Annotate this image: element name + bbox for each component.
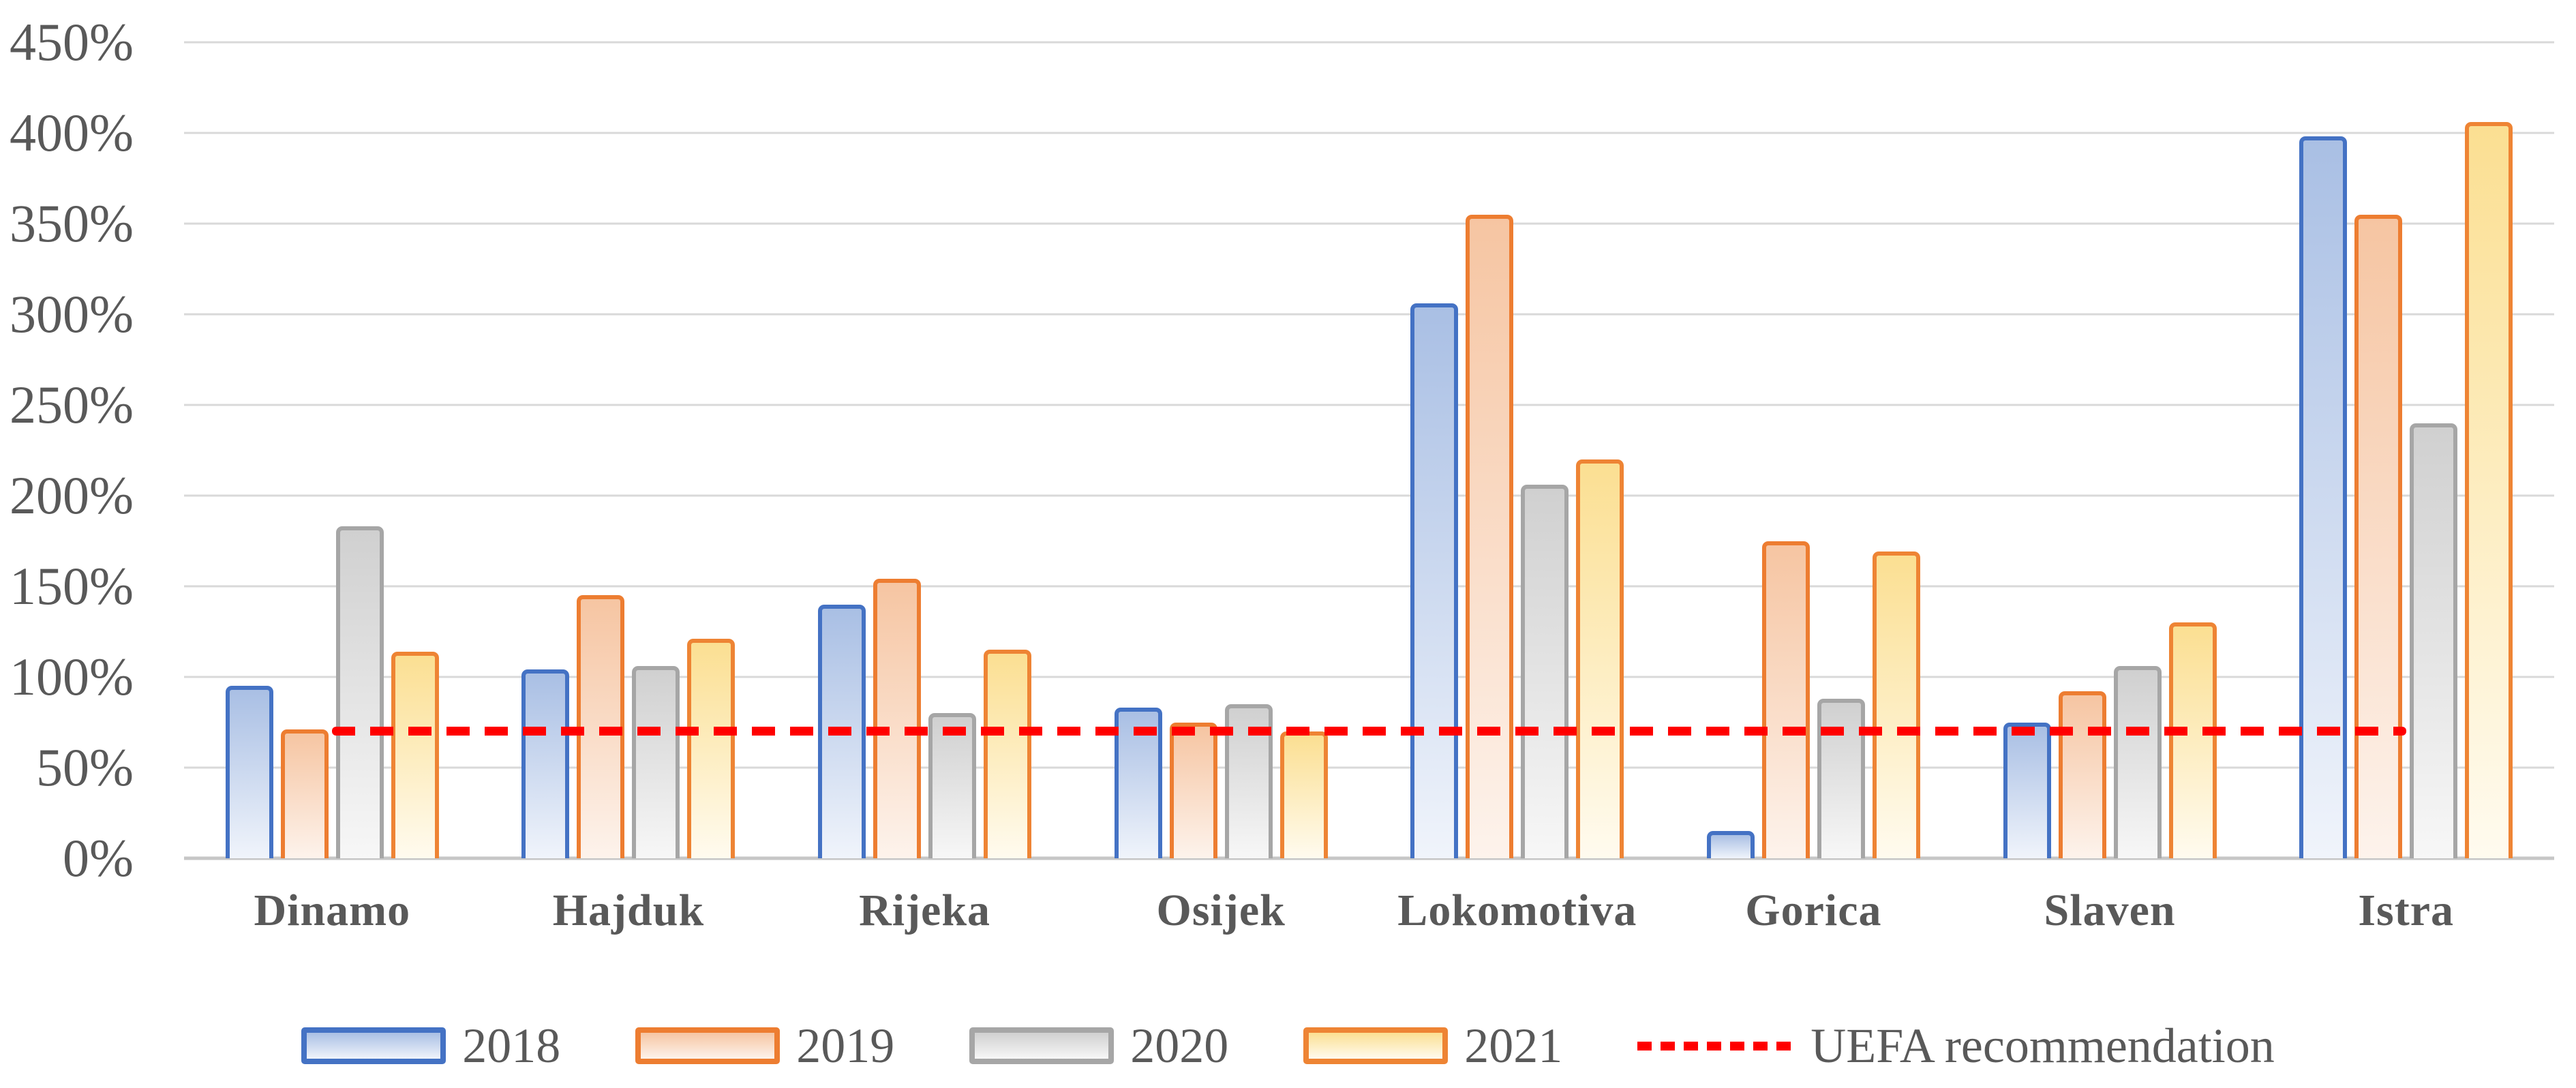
category-label-hajduk: Hajduk bbox=[552, 886, 705, 935]
bar-lokomotiva-2020 bbox=[1521, 485, 1569, 858]
y-tick-label-350: 350% bbox=[10, 194, 134, 253]
y-axis-tick-labels: 450% 400% 350% 300% 250% 200% 150% 100% 50% 0% bbox=[0, 16, 134, 885]
legend-item-2020: 2020 bbox=[969, 1018, 1228, 1074]
y-tick-label-250: 250% bbox=[10, 375, 134, 434]
bar-gorica-2019 bbox=[1761, 541, 1810, 858]
category-label-lokomotiva: Lokomotiva bbox=[1397, 886, 1637, 935]
cluster-lokomotiva bbox=[1369, 42, 1666, 858]
legend-swatch-2020 bbox=[969, 1027, 1115, 1064]
legend-swatch-2021 bbox=[1303, 1027, 1449, 1064]
category-label-rijeka: Rijeka bbox=[859, 886, 991, 935]
bar-slaven-2019 bbox=[2058, 691, 2106, 858]
bar-lokomotiva-2018 bbox=[1410, 303, 1459, 858]
gridline-100 bbox=[184, 676, 2554, 678]
legend: 2018 2019 2020 2021 UEFA recommendation bbox=[0, 1012, 2576, 1080]
cluster-rijeka bbox=[776, 42, 1073, 858]
gridline-300 bbox=[184, 313, 2554, 316]
legend-label-uefa-recommendation: UEFA recommendation bbox=[1810, 1018, 2275, 1073]
bar-gorica-2018 bbox=[1706, 831, 1755, 858]
bar-osijek-2019 bbox=[1169, 722, 1217, 858]
category-label-dinamo: Dinamo bbox=[254, 886, 411, 935]
bar-dinamo-2021 bbox=[391, 651, 439, 858]
cluster-osijek bbox=[1073, 42, 1369, 858]
bar-istra-2020 bbox=[2410, 423, 2458, 858]
x-axis-line bbox=[184, 856, 2554, 860]
bar-istra-2021 bbox=[2465, 122, 2513, 858]
bar-slaven-2018 bbox=[2003, 722, 2051, 858]
x-axis-category-labels: Dinamo Hajduk Rijeka Osijek Lokomotiva Gorica… bbox=[184, 883, 2554, 937]
gridline-layer bbox=[184, 41, 2554, 860]
legend-item-2021: 2021 bbox=[1303, 1018, 1562, 1074]
legend-item-2018: 2018 bbox=[301, 1018, 560, 1074]
legend-dashed-line-sample bbox=[1637, 1041, 1795, 1051]
bar-osijek-2018 bbox=[1114, 708, 1162, 858]
legend-swatch-2019 bbox=[635, 1027, 781, 1064]
gridline-250 bbox=[184, 404, 2554, 406]
bar-dinamo-2020 bbox=[335, 526, 384, 858]
cluster-dinamo bbox=[184, 42, 481, 858]
cluster-hajduk bbox=[481, 42, 777, 858]
bar-istra-2018 bbox=[2299, 136, 2348, 858]
y-tick-label-300: 300% bbox=[10, 284, 134, 344]
gridline-450 bbox=[184, 41, 2554, 44]
cluster-slaven bbox=[1962, 42, 2258, 858]
gridline-400 bbox=[184, 132, 2554, 134]
cluster-gorica bbox=[1665, 42, 1962, 858]
legend-item-uefa-recommendation: UEFA recommendation bbox=[1637, 1018, 2275, 1074]
plot-area bbox=[184, 41, 2554, 860]
y-tick-label-50: 50% bbox=[36, 738, 134, 798]
gridline-150 bbox=[184, 585, 2554, 588]
bar-lokomotiva-2021 bbox=[1576, 459, 1624, 858]
legend-item-2019: 2019 bbox=[635, 1018, 894, 1074]
legend-swatch-2018 bbox=[301, 1027, 446, 1064]
bar-hajduk-2019 bbox=[577, 595, 625, 858]
y-tick-label-450: 450% bbox=[10, 12, 134, 72]
category-label-slaven: Slaven bbox=[2044, 886, 2176, 935]
y-tick-label-200: 200% bbox=[10, 466, 134, 526]
bar-osijek-2021 bbox=[1279, 731, 1328, 858]
bar-lokomotiva-2019 bbox=[1466, 214, 1514, 858]
bar-hajduk-2021 bbox=[687, 639, 736, 858]
bar-slaven-2020 bbox=[2113, 666, 2162, 858]
gridline-50 bbox=[184, 766, 2554, 769]
bar-gorica-2020 bbox=[1817, 698, 1865, 858]
bar-rijeka-2018 bbox=[818, 604, 866, 858]
gridline-200 bbox=[184, 494, 2554, 497]
bar-slaven-2021 bbox=[2168, 622, 2217, 858]
bar-istra-2019 bbox=[2354, 214, 2403, 858]
legend-label-2020: 2020 bbox=[1130, 1018, 1229, 1073]
bar-rijeka-2020 bbox=[928, 713, 977, 858]
legend-label-2019: 2019 bbox=[796, 1018, 895, 1073]
legend-label-2018: 2018 bbox=[462, 1018, 561, 1073]
bar-osijek-2020 bbox=[1224, 704, 1273, 858]
bar-dinamo-2019 bbox=[280, 729, 329, 858]
y-tick-label-150: 150% bbox=[10, 556, 134, 616]
bar-rijeka-2019 bbox=[873, 579, 922, 858]
bar-layer bbox=[184, 42, 2554, 858]
category-label-istra: Istra bbox=[2358, 886, 2455, 935]
category-label-osijek: Osijek bbox=[1156, 886, 1286, 935]
y-tick-label-100: 100% bbox=[10, 647, 134, 707]
cluster-istra bbox=[2258, 42, 2554, 858]
bar-hajduk-2020 bbox=[632, 666, 680, 858]
bar-gorica-2021 bbox=[1872, 551, 1920, 858]
bar-hajduk-2018 bbox=[521, 669, 570, 858]
gridline-350 bbox=[184, 222, 2554, 225]
category-label-gorica: Gorica bbox=[1745, 886, 1882, 935]
bar-rijeka-2021 bbox=[984, 650, 1032, 858]
y-tick-label-0: 0% bbox=[63, 828, 134, 888]
y-tick-label-400: 400% bbox=[10, 103, 134, 163]
bar-dinamo-2018 bbox=[225, 686, 273, 858]
legend-label-2021: 2021 bbox=[1464, 1018, 1563, 1073]
